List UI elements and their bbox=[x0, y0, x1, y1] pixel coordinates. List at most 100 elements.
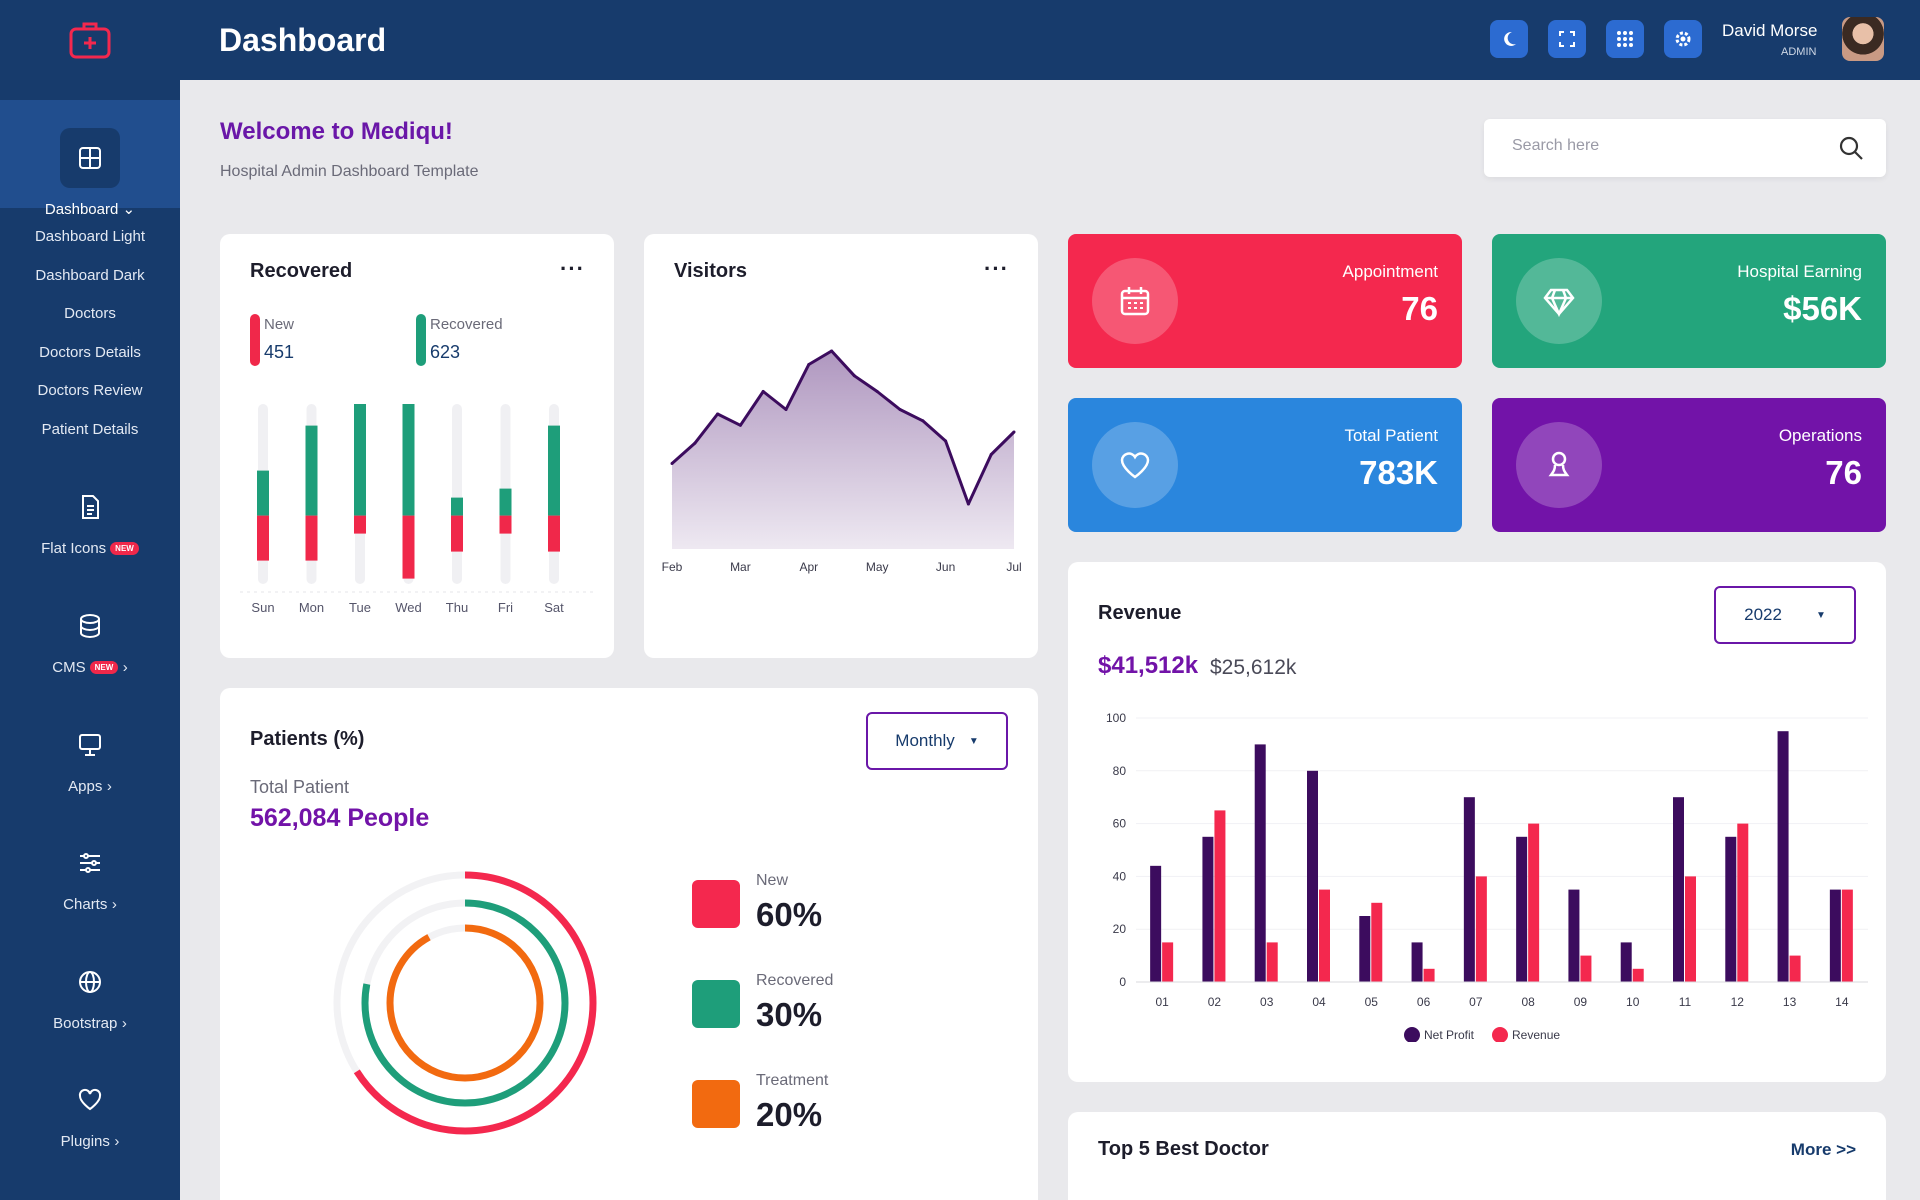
sidebar-subitem-dashboard-dark[interactable]: Dashboard Dark bbox=[35, 267, 145, 284]
settings-icon bbox=[1675, 31, 1691, 47]
revenue-bar bbox=[1266, 942, 1278, 982]
more-options-icon[interactable]: ··· bbox=[984, 256, 1009, 281]
legend-label: New bbox=[756, 872, 789, 889]
y-tick-label: 100 bbox=[1106, 711, 1126, 725]
legend-label: Recovered bbox=[756, 972, 834, 989]
stat-label: Operations bbox=[1778, 426, 1862, 445]
visitors-point bbox=[761, 390, 765, 393]
total-patient-card[interactable]: Total Patient 783K bbox=[1068, 398, 1462, 532]
sidebar-subitem-doctors-details[interactable]: Doctors Details bbox=[39, 344, 141, 361]
x-tick-label: Jul bbox=[1006, 560, 1021, 574]
user-role: ADMIN bbox=[1781, 46, 1817, 58]
sidebar-item-flat-icons[interactable]: Flat Icons NEW bbox=[0, 494, 180, 558]
patients-title: Patients (%) bbox=[250, 728, 365, 750]
net-profit-bar bbox=[1777, 731, 1789, 982]
year-dropdown[interactable]: 2022 ▼ bbox=[1714, 586, 1856, 644]
net-profit-bar bbox=[1254, 744, 1266, 982]
new-bar bbox=[402, 515, 415, 579]
net-profit-bar bbox=[1620, 942, 1632, 982]
revenue-bar bbox=[1371, 902, 1383, 982]
visitors-point bbox=[784, 408, 788, 411]
net-profit-bar bbox=[1411, 942, 1423, 982]
ring-treatment bbox=[386, 924, 544, 1082]
more-options-icon[interactable]: ··· bbox=[560, 256, 585, 281]
stat-value: 76 bbox=[1825, 454, 1862, 491]
legend-swatch bbox=[692, 880, 740, 928]
x-tick-label: 14 bbox=[1835, 995, 1849, 1009]
sidebar-item-plugins[interactable]: Plugins › bbox=[0, 1087, 180, 1151]
sidebar-item-label: Dashboard bbox=[44, 201, 119, 218]
total-patient-label: Total Patient bbox=[250, 777, 350, 797]
dark-mode-button[interactable] bbox=[1490, 20, 1528, 58]
hospital-logo-icon[interactable] bbox=[68, 20, 112, 60]
visitors-point bbox=[1012, 430, 1016, 434]
sidebar-subitem-doctors-review[interactable]: Doctors Review bbox=[37, 382, 143, 399]
sidebar-item-label: Charts bbox=[63, 896, 108, 913]
sidebar-item-dashboard[interactable]: Dashboard ⌄ bbox=[0, 100, 180, 218]
search-icon[interactable] bbox=[1838, 135, 1864, 161]
revenue-bar bbox=[1423, 968, 1435, 982]
sidebar-subitem-patient-details[interactable]: Patient Details bbox=[41, 421, 139, 438]
visitors-point bbox=[989, 453, 993, 456]
net-profit-bar bbox=[1829, 889, 1841, 982]
patients-card: Patients (%) Monthly ▼ Total Patient 562… bbox=[220, 688, 1038, 1200]
new-bar bbox=[354, 515, 366, 534]
sliders-icon bbox=[80, 853, 100, 873]
revenue-bar bbox=[1737, 823, 1749, 982]
sidebar-subitem-dashboard-light[interactable]: Dashboard Light bbox=[34, 228, 146, 245]
sidebar-item-bootstrap[interactable]: Bootstrap › bbox=[0, 969, 180, 1033]
legend-value: 30% bbox=[756, 996, 823, 1033]
x-tick-label: May bbox=[866, 560, 889, 574]
search-input[interactable] bbox=[1512, 137, 1812, 155]
net-profit-bar bbox=[1359, 916, 1371, 982]
y-tick-label: 40 bbox=[1113, 869, 1127, 883]
net-profit-bar bbox=[1568, 889, 1580, 982]
sidebar-item-label: Apps bbox=[68, 778, 103, 795]
legend-new-marker bbox=[250, 314, 260, 366]
visitors-point bbox=[944, 439, 948, 443]
appointment-card[interactable]: Appointment 76 bbox=[1068, 234, 1462, 368]
file-icon bbox=[82, 495, 99, 519]
database-icon bbox=[80, 614, 100, 639]
apps-grid-button[interactable] bbox=[1606, 20, 1644, 58]
chevron-right-icon: › bbox=[114, 1133, 120, 1150]
recovered-bar bbox=[402, 404, 415, 516]
sidebar-subitem-doctors[interactable]: Doctors bbox=[64, 305, 116, 322]
visitors-point bbox=[670, 462, 674, 465]
x-tick-label: Sun bbox=[251, 600, 274, 615]
more-doctors-link[interactable]: More >> bbox=[1790, 1140, 1856, 1159]
revenue-bar bbox=[1162, 942, 1174, 982]
patients-radial-chart bbox=[333, 871, 597, 1135]
period-dropdown[interactable]: Monthly ▼ bbox=[866, 712, 1008, 770]
fullscreen-button[interactable] bbox=[1548, 20, 1586, 58]
legend-swatch bbox=[692, 1080, 740, 1128]
bar-track bbox=[452, 404, 462, 584]
revenue-bar bbox=[1528, 823, 1540, 982]
sidebar-item-cms[interactable]: CMS NEW › bbox=[0, 613, 180, 677]
recovered-bar bbox=[305, 425, 318, 516]
diamond-icon bbox=[1516, 258, 1602, 344]
legend-value: 20% bbox=[756, 1096, 823, 1133]
x-tick-label: Mon bbox=[299, 600, 324, 615]
settings-button[interactable] bbox=[1664, 20, 1702, 58]
legend-recovered-label: Recovered bbox=[430, 316, 503, 333]
sidebar-item-apps[interactable]: Apps › bbox=[0, 732, 180, 796]
user-icon bbox=[1516, 422, 1602, 508]
x-tick-label: Fri bbox=[498, 600, 513, 615]
revenue-bar bbox=[1580, 955, 1592, 982]
avatar[interactable] bbox=[1842, 17, 1884, 61]
revenue-secondary-value: $25,612k bbox=[1210, 656, 1297, 679]
sidebar-item-charts[interactable]: Charts › bbox=[0, 850, 180, 914]
visitors-card: Visitors ··· Feb Mar Apr May Jun Jul bbox=[644, 234, 1038, 658]
calendar-icon bbox=[1092, 258, 1178, 344]
legend-swatch bbox=[692, 980, 740, 1028]
welcome-subtitle: Hospital Admin Dashboard Template bbox=[220, 163, 479, 180]
recovered-bar bbox=[548, 425, 560, 516]
visitors-line bbox=[671, 349, 1016, 506]
visitors-point bbox=[807, 363, 811, 366]
hospital-earning-card[interactable]: Hospital Earning $56K bbox=[1492, 234, 1886, 368]
recovered-bar bbox=[451, 497, 463, 516]
visitors-point bbox=[693, 441, 697, 445]
operations-card[interactable]: Operations 76 bbox=[1492, 398, 1886, 532]
globe-icon bbox=[79, 971, 101, 993]
